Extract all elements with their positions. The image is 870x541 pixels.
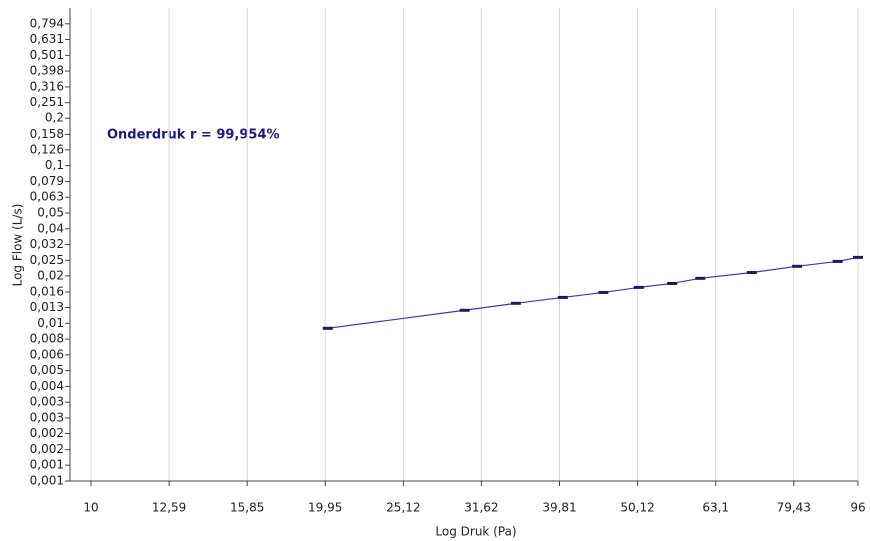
x-tick-label: 39,81 bbox=[542, 501, 576, 515]
y-tick-label: 0,02 bbox=[37, 268, 64, 282]
y-tick-label: 0,032 bbox=[30, 237, 64, 251]
x-tick-label: 25,12 bbox=[386, 501, 420, 515]
y-tick-label: 0,2 bbox=[45, 111, 64, 125]
y-tick-label: 0,063 bbox=[30, 190, 64, 204]
marker bbox=[322, 326, 333, 330]
y-tick-label: 0,1 bbox=[45, 158, 64, 172]
x-tick-label: 19,95 bbox=[308, 501, 342, 515]
y-tick-label: 0,003 bbox=[30, 410, 64, 424]
y-tick-label: 0,001 bbox=[30, 458, 64, 472]
y-tick-label: 0,631 bbox=[30, 32, 64, 46]
y-tick-label: 0,501 bbox=[30, 48, 64, 62]
marker bbox=[459, 308, 470, 312]
x-tick-label: 31,62 bbox=[464, 501, 498, 515]
marker bbox=[695, 276, 706, 280]
y-tick-label: 0,025 bbox=[30, 253, 64, 267]
marker bbox=[633, 285, 644, 289]
marker bbox=[746, 271, 757, 275]
y-tick-label: 0,005 bbox=[30, 363, 64, 377]
x-tick-label: 12,59 bbox=[152, 501, 186, 515]
y-tick-label: 0,316 bbox=[30, 79, 64, 93]
marker bbox=[667, 281, 678, 285]
y-axis-label: Log Flow (L/s) bbox=[11, 204, 25, 287]
y-tick-label: 0,04 bbox=[37, 221, 64, 235]
y-tick-label: 0,008 bbox=[30, 332, 64, 346]
y-tick-label: 0,398 bbox=[30, 64, 64, 78]
y-tick-label: 0,004 bbox=[30, 379, 64, 393]
x-tick-label: 96 bbox=[850, 501, 865, 515]
y-tick-label: 0,013 bbox=[30, 300, 64, 314]
marker bbox=[832, 259, 843, 263]
y-tick-label: 0,251 bbox=[30, 95, 64, 109]
x-tick-label: 10 bbox=[83, 501, 98, 515]
y-tick-label: 0,01 bbox=[37, 316, 64, 330]
y-tick-label: 0,794 bbox=[30, 16, 64, 30]
marker bbox=[792, 264, 803, 268]
marker bbox=[557, 295, 568, 299]
x-tick-label: 15,85 bbox=[230, 501, 264, 515]
y-tick-label: 0,079 bbox=[30, 174, 64, 188]
y-tick-label: 0,05 bbox=[37, 205, 64, 219]
y-tick-label: 0,158 bbox=[30, 127, 64, 141]
y-tick-label: 0,126 bbox=[30, 142, 64, 156]
x-tick-label: 63,1 bbox=[702, 501, 729, 515]
y-tick-label: 0,016 bbox=[30, 285, 64, 299]
y-tick-label: 0,006 bbox=[30, 347, 64, 361]
x-tick-label: 50,12 bbox=[620, 501, 654, 515]
y-tick-label: 0,002 bbox=[30, 442, 64, 456]
y-tick-label: 0,003 bbox=[30, 395, 64, 409]
x-axis-label: Log Druk (Pa) bbox=[435, 525, 516, 539]
y-tick-label: 0,001 bbox=[30, 474, 64, 488]
marker bbox=[510, 301, 521, 305]
annotation: Onderdruk r = 99,954% bbox=[107, 128, 280, 143]
marker bbox=[598, 290, 609, 294]
marker bbox=[853, 255, 863, 259]
x-tick-label: 79,43 bbox=[777, 501, 811, 515]
fit-line bbox=[327, 256, 859, 329]
y-tick-label: 0,002 bbox=[30, 426, 64, 440]
